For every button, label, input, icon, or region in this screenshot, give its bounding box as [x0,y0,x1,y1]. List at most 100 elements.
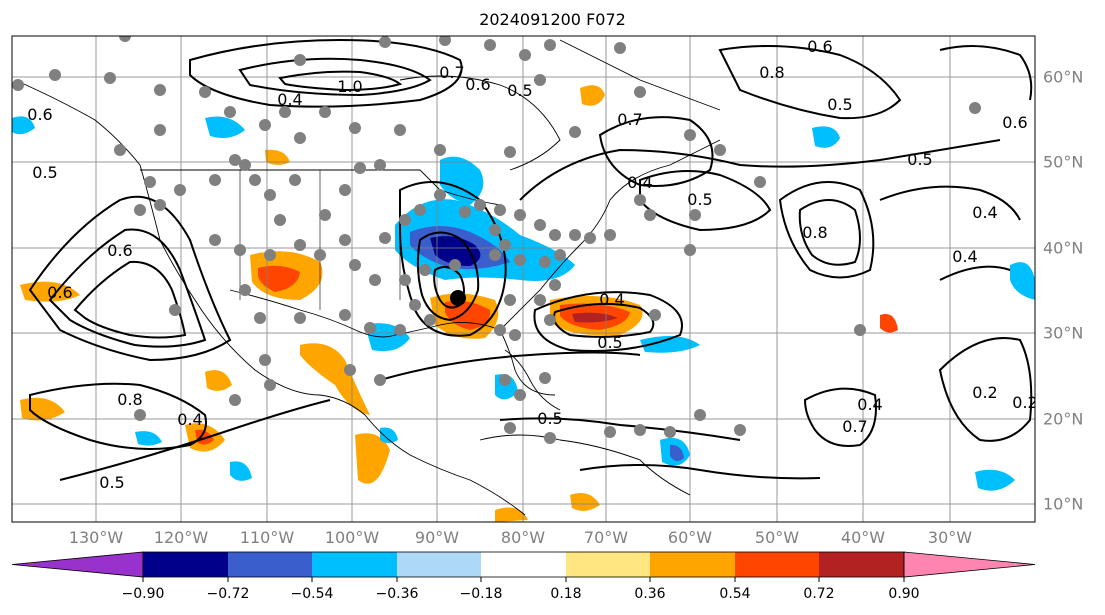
station-dot [249,174,261,186]
colorbar-tick-label: 0.90 [888,586,920,602]
station-dot [539,256,551,268]
map-panel: 1.00.70.50.60.40.60.80.50.60.50.40.50.60… [11,35,1037,523]
station-dot [449,259,461,271]
station-dot [424,314,436,326]
contour-label: 0.6 [107,241,132,260]
station-dot [259,354,271,366]
contour-label: 0.2 [1012,393,1037,412]
station-dot [649,309,661,321]
station-dot [144,176,156,188]
atlantic-coastline [499,139,721,331]
station-dot [374,374,386,386]
contour-labels: 1.00.70.50.60.40.60.80.50.60.50.40.50.60… [27,37,1037,492]
contour-label: 0.5 [687,190,712,209]
station-dot [409,299,421,311]
station-dot [379,36,391,48]
south-america-coastline [479,434,691,496]
negative-anomaly-region [440,156,484,205]
colorbar-tick-label: −0.18 [459,586,503,602]
negative-anomaly-region [975,469,1015,491]
negative-anomaly-region [380,427,398,443]
station-dot [399,274,411,286]
contour-label: 0.5 [32,163,57,182]
contour-label: 0.4 [857,395,882,414]
negative-anomaly-region [640,336,700,353]
contour-label: 0.7 [617,110,642,129]
station-dot [394,124,406,136]
station-dot [854,324,866,336]
contour-label: 0.8 [759,63,784,82]
contour-line [879,185,1021,221]
station-dot [499,239,511,251]
station-dot [264,379,276,391]
station-dot [474,199,486,211]
station-dot [319,209,331,221]
lon-label: 50°W [754,528,800,547]
station-dot [169,304,181,316]
station-dot [689,209,701,221]
station-dot [504,146,516,158]
contour-label: 0.7 [842,417,867,436]
colorbar-tick-label: 0.36 [634,586,666,602]
contour-line [533,291,683,352]
station-dot [684,129,696,141]
station-dot [549,229,561,241]
contour-line [28,195,232,362]
station-dot [294,239,306,251]
station-dot [514,209,526,221]
contour-label: 0.8 [117,390,142,409]
station-dot [439,36,451,46]
negative-anomaly-region [812,126,840,148]
contour-line [399,181,507,337]
contour-line [519,139,1001,201]
colorbar-tick-label: 0.18 [550,586,582,602]
lon-label: 120°W [153,528,209,547]
lon-label: 100°W [324,528,380,547]
station-dot [264,189,276,201]
contour-line [803,387,877,447]
colorbar-tick-label: −0.54 [290,586,334,602]
contour-label: 0.6 [47,283,72,302]
station-dot [239,284,251,296]
station-dot [549,279,561,291]
map-frame [11,35,1036,523]
contour-label: 0.7 [439,63,464,82]
contour-label: 0.4 [277,90,302,109]
station-dot [134,204,146,216]
station-dot [49,69,61,81]
lon-label: 60°W [667,528,713,547]
contour-label: 0.4 [627,173,652,192]
station-dot [229,154,241,166]
lon-label: 30°W [927,528,973,547]
negative-anomaly-region [670,444,684,462]
positive-anomaly-region [205,370,232,391]
negative-anomaly-region [12,116,35,135]
station-dot [12,79,24,91]
station-dot [394,324,406,336]
contour-line [778,181,875,279]
contour-label: 1.0 [337,77,362,96]
contour-label: 0.6 [807,37,832,56]
station-dot [644,209,656,221]
contour-label: 0.4 [599,290,624,309]
station-dot [519,49,531,61]
station-dot [604,426,616,438]
contour-line [48,228,207,348]
negative-anomaly-region [135,431,162,446]
contour-label: 0.5 [507,81,532,100]
station-dot [339,184,351,196]
colorbar-tick-label: 0.72 [803,586,835,602]
strong-positive-anomaly-region [880,314,898,333]
positive-anomaly-region [570,492,600,511]
station-dot [484,39,496,51]
station-dot [434,144,446,156]
station-dot [584,232,596,244]
negative-anomaly-region [205,116,245,138]
station-dot [154,84,166,96]
colorbar-tick-label: −0.36 [375,586,419,602]
positive-anomaly-region [265,149,290,165]
station-dot [239,159,251,171]
map-title: 2024091200 F072 [479,10,626,29]
strong-positive-anomaly-region [258,265,300,292]
station-dot [534,219,546,231]
